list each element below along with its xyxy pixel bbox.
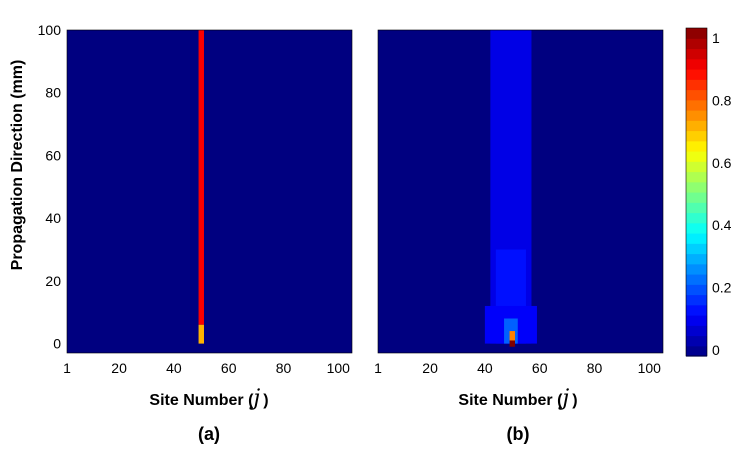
x-tick-label: 60 <box>221 360 237 376</box>
y-tick-label: 100 <box>38 22 62 38</box>
colorbar-level <box>686 325 707 337</box>
colorbar-tick-label: 0.4 <box>712 217 732 233</box>
heatmap-features <box>198 30 204 344</box>
y-axis-label: Propagation Direction (mm) <box>9 60 26 271</box>
colorbar-level <box>686 202 707 214</box>
x-tick-label: 100 <box>638 360 662 376</box>
panel-b: 1 20 40 60 80 100 Site Number (j) (b) <box>374 29 664 444</box>
colorbar-tick-label: 1 <box>712 30 720 46</box>
colorbar-level <box>686 212 707 224</box>
colorbar-tick-label: 0.6 <box>712 155 732 171</box>
y-tick-label: 20 <box>45 273 61 289</box>
y-tick-label: 40 <box>45 210 61 226</box>
intensity-column <box>509 340 515 347</box>
colorbar: 0 0.2 0.4 0.6 0.8 1 <box>685 27 732 358</box>
heatmap-background <box>67 30 352 353</box>
colorbar-tick-label: 0.8 <box>712 92 732 108</box>
colorbar-level <box>686 120 707 132</box>
colorbar-level <box>686 222 707 234</box>
y-tick-label: 60 <box>45 147 61 163</box>
colorbar-gradient <box>686 28 707 357</box>
x-tick-labels: 1 20 40 60 80 100 <box>374 360 661 376</box>
colorbar-level <box>686 151 707 162</box>
x-tick-label: 40 <box>166 360 182 376</box>
colorbar-level <box>686 48 707 60</box>
colorbar-level <box>686 284 707 296</box>
panel-label-b: (b) <box>507 424 530 444</box>
x-tick-label: 1 <box>63 360 71 376</box>
y-tick-label: 0 <box>53 336 61 352</box>
colorbar-tick-labels: 0 0.2 0.4 0.6 0.8 1 <box>712 30 732 358</box>
colorbar-level <box>686 79 707 91</box>
x-tick-labels: 1 20 40 60 80 100 <box>63 360 350 376</box>
colorbar-level <box>686 263 707 275</box>
plot-frame <box>66 29 353 354</box>
y-tick-label: 80 <box>45 85 61 101</box>
colorbar-tick-label: 0.2 <box>712 280 732 296</box>
colorbar-level <box>686 28 707 39</box>
y-tick-labels: 0 20 40 60 80 100 <box>38 22 62 352</box>
intensity-column <box>198 324 204 344</box>
x-tick-label: 100 <box>327 360 351 376</box>
colorbar-level <box>686 99 707 111</box>
colorbar-level <box>686 161 707 173</box>
colorbar-level <box>686 345 707 357</box>
intensity-column <box>198 30 204 325</box>
x-axis-label: Site Number (j) <box>149 386 268 411</box>
panel-a: 1 20 40 60 80 100 0 20 40 60 80 100 Site Number (j… <box>9 22 353 444</box>
colorbar-level <box>686 233 707 244</box>
colorbar-level <box>686 140 707 152</box>
heatmap-features <box>484 30 537 347</box>
x-tick-label: 80 <box>276 360 292 376</box>
colorbar-level <box>686 130 707 142</box>
colorbar-level <box>686 69 707 80</box>
x-tick-label: 1 <box>374 360 382 376</box>
colorbar-frame <box>685 27 708 357</box>
colorbar-level <box>686 253 707 265</box>
colorbar-level <box>686 181 707 193</box>
colorbar-level <box>686 294 707 306</box>
x-tick-label: 80 <box>587 360 603 376</box>
x-tick-label: 60 <box>532 360 548 376</box>
colorbar-level <box>686 58 707 70</box>
colorbar-level <box>686 274 707 285</box>
colorbar-level <box>686 335 707 347</box>
colorbar-level <box>686 110 707 121</box>
plot-frame <box>377 29 664 354</box>
colorbar-level <box>686 38 707 50</box>
colorbar-level <box>686 192 707 203</box>
x-tick-label: 20 <box>111 360 127 376</box>
colorbar-level <box>686 315 707 326</box>
x-tick-label: 20 <box>422 360 438 376</box>
colorbar-level <box>686 171 707 183</box>
x-tick-label: 40 <box>477 360 493 376</box>
panel-label-a: (a) <box>198 424 220 444</box>
colorbar-tick-label: 0 <box>712 342 720 358</box>
colorbar-level <box>686 304 707 316</box>
intensity-column <box>509 331 515 341</box>
colorbar-level <box>686 243 707 255</box>
colorbar-level <box>686 89 707 101</box>
x-axis-label: Site Number (j) <box>458 386 577 411</box>
